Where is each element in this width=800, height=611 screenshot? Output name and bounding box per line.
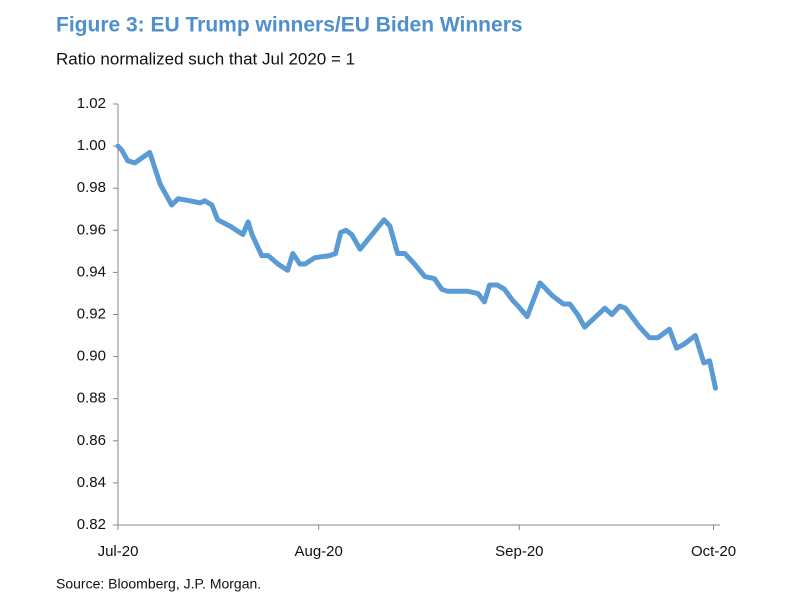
y-tick-label: 1.02 — [77, 95, 106, 112]
y-tick-label: 0.88 — [77, 390, 106, 407]
y-tick-label: 1.00 — [77, 137, 106, 154]
y-tick-label: 0.84 — [77, 474, 106, 491]
x-tick-label: Sep-20 — [495, 543, 543, 560]
x-tick-label: Oct-20 — [691, 543, 736, 560]
y-tick-label: 0.94 — [77, 263, 106, 280]
y-tick-label: 0.82 — [77, 516, 106, 533]
y-tick-label: 0.86 — [77, 432, 106, 449]
chart-subtitle: Ratio normalized such that Jul 2020 = 1 — [56, 49, 355, 68]
series-line — [115, 143, 718, 391]
y-tick-label: 0.92 — [77, 305, 106, 322]
source-note: Source: Bloomberg, J.P. Morgan. — [56, 576, 261, 592]
y-tick-label: 0.98 — [77, 179, 106, 196]
y-tick-label: 0.96 — [77, 221, 106, 238]
chart-title: Figure 3: EU Trump winners/EU Biden Winn… — [56, 14, 523, 37]
y-tick-label: 0.90 — [77, 348, 106, 365]
x-tick-label: Jul-20 — [98, 543, 139, 560]
x-tick-label: Aug-20 — [294, 543, 342, 560]
